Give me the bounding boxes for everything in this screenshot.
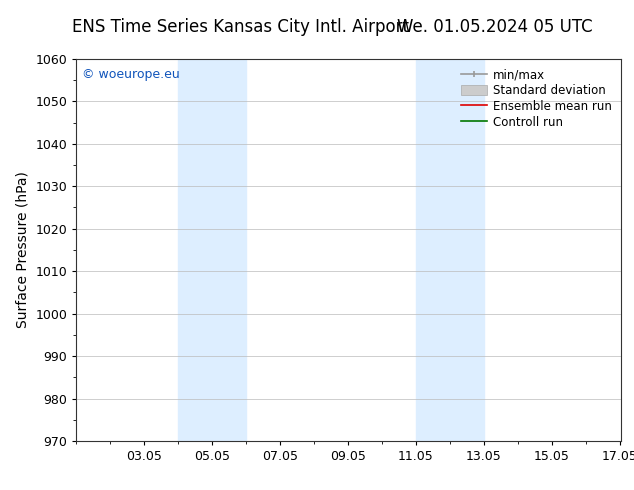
Bar <box>416 59 450 441</box>
Bar <box>212 59 246 441</box>
Text: © woeurope.eu: © woeurope.eu <box>82 69 179 81</box>
Legend: min/max, Standard deviation, Ensemble mean run, Controll run: min/max, Standard deviation, Ensemble me… <box>458 65 616 133</box>
Text: We. 01.05.2024 05 UTC: We. 01.05.2024 05 UTC <box>397 18 592 36</box>
Bar <box>450 59 484 441</box>
Y-axis label: Surface Pressure (hPa): Surface Pressure (hPa) <box>16 172 30 328</box>
Bar <box>178 59 212 441</box>
Text: ENS Time Series Kansas City Intl. Airport: ENS Time Series Kansas City Intl. Airpor… <box>72 18 410 36</box>
